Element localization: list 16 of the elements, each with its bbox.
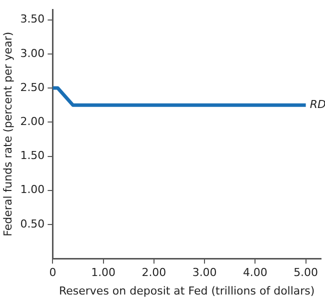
y-axis-title: Federal funds rate (percent per year) xyxy=(1,32,14,236)
y-tick-label: 2.50 xyxy=(20,80,45,94)
x-tick-label: 5.00 xyxy=(294,266,318,280)
x-tick-label: 2.00 xyxy=(142,266,166,280)
x-tick-label: 0 xyxy=(49,266,56,280)
y-tick-label: 1.00 xyxy=(20,183,45,196)
series-label: RD xyxy=(310,98,325,111)
x-tick-label: 3.00 xyxy=(192,266,217,280)
y-tick-label: 3.50 xyxy=(20,12,45,26)
x-tick-label: 1.00 xyxy=(91,266,116,280)
x-axis-title: Reserves on deposit at Fed (trillions of dollars) xyxy=(58,284,315,298)
y-tick-label: 1.50 xyxy=(20,149,45,162)
x-tick-label: 4.00 xyxy=(242,266,268,280)
y-tick-label: 3.00 xyxy=(20,46,45,60)
y-tick-label: 0.50 xyxy=(20,217,45,230)
y-tick-label: 2.00 xyxy=(20,115,45,128)
